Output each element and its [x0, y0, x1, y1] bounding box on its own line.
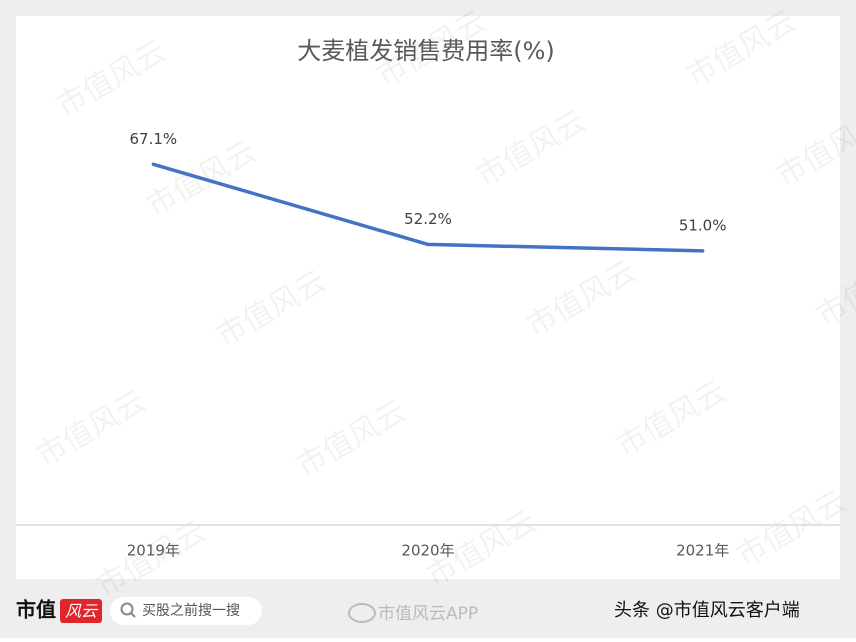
weibo-icon: [348, 603, 376, 623]
logo: 风云: [65, 602, 99, 621]
source-text: 头条 @市值风云客户端: [614, 600, 800, 621]
logo-box: [60, 599, 102, 623]
data-label: 67.1%: [130, 130, 178, 148]
search-box[interactable]: [110, 597, 262, 625]
x-tick-label: 2020年: [401, 542, 454, 560]
chart-title: 大麦植发销售费用率(%): [297, 37, 555, 65]
search-text: 买股之前搜一搜: [142, 602, 240, 619]
search-icon: [130, 612, 136, 618]
chart-panel: [16, 16, 840, 579]
data-label: 51.0%: [679, 216, 727, 234]
data-label: 52.2%: [404, 210, 452, 228]
app-text: 市值风云APP: [378, 604, 478, 624]
x-tick-label: 2021年: [676, 542, 729, 560]
x-tick-label: 2019年: [127, 542, 180, 560]
line: [151, 162, 705, 253]
search-icon: [120, 602, 134, 616]
brand: 市值: [16, 598, 56, 622]
